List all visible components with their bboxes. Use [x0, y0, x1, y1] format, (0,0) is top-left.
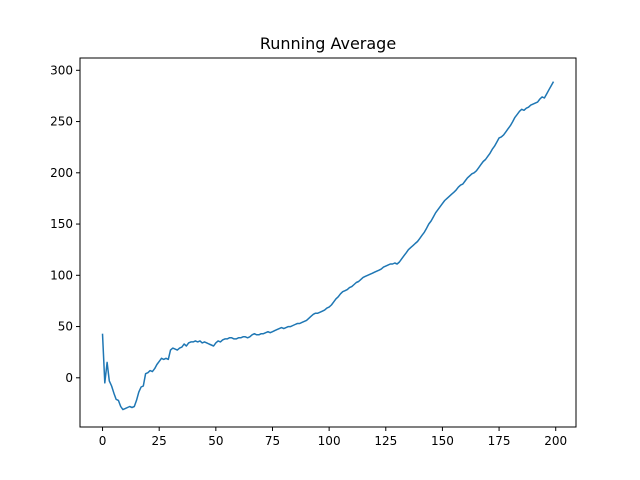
x-tick-label: 75: [265, 434, 280, 448]
x-tick-label: 150: [431, 434, 454, 448]
y-tick-label: 300: [50, 63, 73, 77]
x-tick-label: 200: [544, 434, 567, 448]
series-line: [101, 81, 555, 411]
axes-frame: [79, 57, 577, 428]
y-tick-label: 250: [50, 115, 73, 129]
y-tick-label: 150: [50, 217, 73, 231]
y-tick-label: 100: [50, 268, 73, 282]
chart-title: Running Average: [260, 34, 396, 53]
x-tick-label: 100: [318, 434, 341, 448]
y-tick-label: 0: [65, 371, 73, 385]
x-tick-label: 25: [152, 434, 167, 448]
y-tick-label: 50: [58, 320, 73, 334]
x-tick-label: 125: [374, 434, 397, 448]
x-tick-label: 50: [208, 434, 223, 448]
x-tick-label: 0: [99, 434, 107, 448]
plot-area: [101, 81, 555, 411]
axis-ticks: 0 25 50 75 100 125 150 175 200 0 50 100 150 200 250 300: [50, 63, 567, 448]
y-tick-label: 200: [50, 166, 73, 180]
x-tick-label: 175: [488, 434, 511, 448]
